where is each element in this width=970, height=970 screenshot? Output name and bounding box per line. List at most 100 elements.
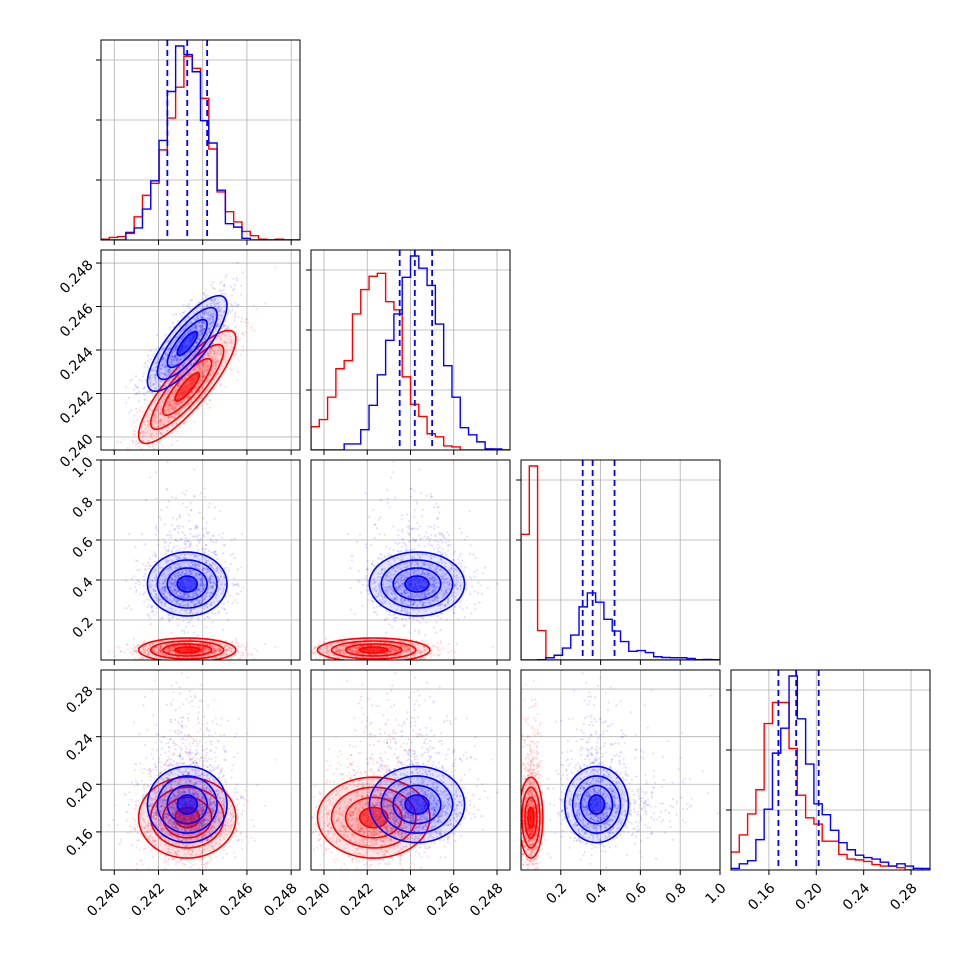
sample-point [184,536,187,540]
sample-point [188,402,191,406]
sample-point [155,607,159,610]
sample-point [199,379,202,382]
sample-point [197,300,200,304]
sample-point [236,279,239,282]
sample-point [154,443,158,446]
sample-point [174,412,178,415]
sample-point [119,441,123,444]
sample-point [146,605,149,609]
sample-point [169,416,173,419]
sample-point [134,430,137,433]
sample-point [147,419,150,422]
sample-point [229,367,232,370]
sample-point [147,439,150,442]
sample-point [216,611,219,614]
sample-point [213,361,216,364]
sample-point [219,320,222,323]
sample-point [193,370,197,373]
sample-point [146,429,149,432]
sample-point [157,421,160,424]
sample-point [92,651,94,653]
sample-point [169,407,172,410]
sample-point [176,360,179,363]
sample-point [202,362,205,366]
sample-point [196,348,199,351]
sample-point [194,358,197,361]
sample-point [198,370,201,373]
sample-point [208,399,212,402]
sample-point [166,400,169,403]
sample-point [250,328,253,331]
sample-point [186,397,190,400]
scatter-panel [92,459,301,665]
sample-point [211,621,214,624]
sample-point [245,325,248,328]
sample-point [201,363,205,367]
sample-point [197,381,200,384]
sample-point [171,399,174,402]
sample-point [155,414,158,417]
sample-point [154,419,157,423]
sample-point [214,357,217,360]
sample-point [140,447,143,450]
sample-point [197,363,200,366]
sample-point [230,339,233,342]
sample-point [199,367,202,371]
sample-point [237,645,240,648]
sample-point [196,399,199,402]
sample-point [181,315,184,318]
histogram-series [101,55,300,240]
sample-point [231,288,235,292]
sample-point [171,424,174,427]
sample-point [119,454,121,456]
sample-point [224,385,227,388]
sample-point [172,400,176,403]
sample-point [225,330,229,334]
sample-point [227,569,231,572]
sample-point [128,411,131,414]
sample-point [183,629,186,633]
sample-point [226,618,229,621]
sample-point [229,368,233,372]
sample-point [235,637,238,640]
sample-point [151,431,154,434]
sample-point [190,391,193,394]
sample-point [164,394,168,398]
sample-point [153,421,156,425]
sample-point [142,440,145,443]
sample-point [143,591,146,594]
sample-point [169,398,172,401]
sample-point [149,428,152,432]
sample-point [137,440,140,444]
sample-point [132,643,135,647]
sample-point [178,409,182,412]
sample-point [152,418,155,421]
sample-point [206,366,209,369]
sample-point [184,375,187,378]
sample-point [159,413,162,416]
sample-point [182,422,186,425]
sample-point [155,432,158,435]
sample-point [184,377,187,380]
sample-point [147,423,150,426]
sample-point [134,440,138,443]
sample-point [201,386,204,389]
sample-point [157,543,160,546]
sample-point [134,646,137,649]
sample-point [171,423,174,426]
sample-point [167,391,170,394]
sample-point [142,575,146,578]
sample-point [245,642,248,645]
sample-point [132,637,136,641]
sample-point [175,402,178,405]
sample-point [147,431,150,434]
sample-point [166,614,169,617]
sample-point [186,372,189,376]
sample-point [214,361,217,364]
sample-point [186,396,189,399]
sample-point [237,338,240,341]
sample-point [173,406,177,410]
sample-point [167,403,171,406]
sample-point [134,407,138,410]
sample-point [198,389,201,392]
